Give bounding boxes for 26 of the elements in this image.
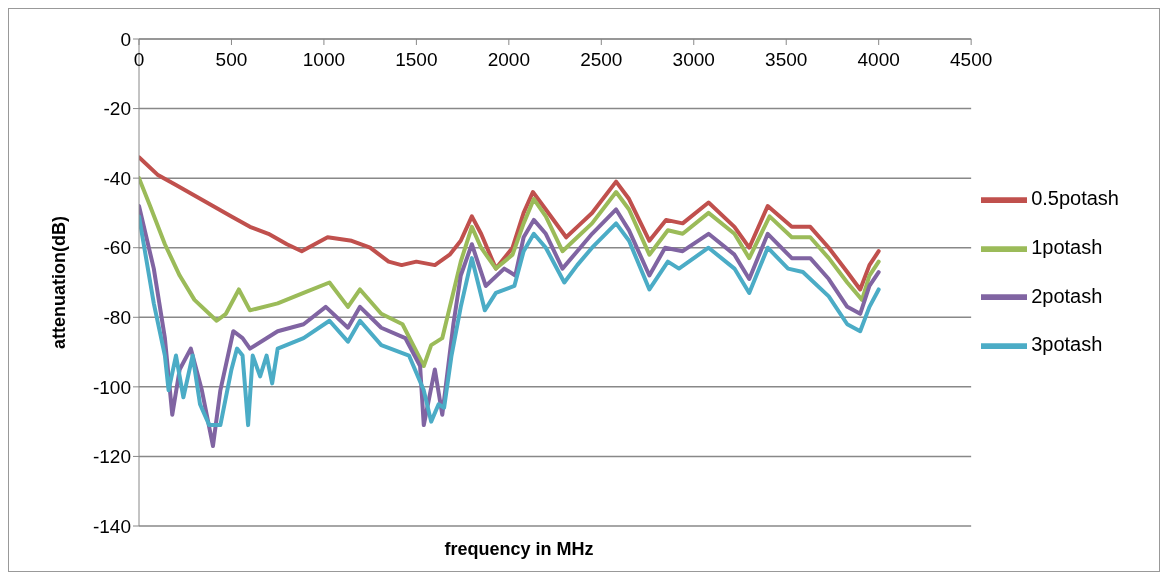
- x-tick-label: 500: [215, 49, 248, 71]
- y-tick-label: -120: [92, 446, 131, 468]
- x-tick-label: 4000: [857, 49, 900, 71]
- x-tick-label: 1500: [395, 49, 438, 71]
- legend-label: 3potash: [1031, 333, 1103, 356]
- legend-label: 1potash: [1031, 235, 1103, 258]
- y-tick-label: -100: [92, 376, 131, 398]
- y-tick-label: -60: [103, 237, 131, 259]
- y-axis-title: attenuation(dB): [49, 216, 70, 349]
- y-tick-label: -40: [103, 167, 131, 189]
- line-series: [139, 155, 881, 292]
- legend-label: 0.5potash: [1031, 187, 1119, 210]
- x-tick-label: 1000: [302, 49, 346, 71]
- x-tick-label: 4500: [950, 49, 993, 71]
- y-tick-label: -80: [103, 307, 131, 329]
- x-tick-label: 3000: [672, 49, 715, 71]
- x-tick-label: 2500: [580, 49, 623, 71]
- x-tick-label: 3500: [765, 49, 808, 71]
- y-tick-label: -20: [103, 98, 131, 120]
- x-axis-title: frequency in MHz: [443, 539, 595, 560]
- x-tick-label: 2000: [487, 49, 530, 71]
- x-tick-label: 0: [133, 49, 145, 71]
- line-series: [139, 176, 881, 368]
- y-tick-label: 0: [120, 28, 131, 50]
- y-tick-label: -140: [92, 515, 131, 537]
- legend-label: 2potash: [1031, 284, 1103, 307]
